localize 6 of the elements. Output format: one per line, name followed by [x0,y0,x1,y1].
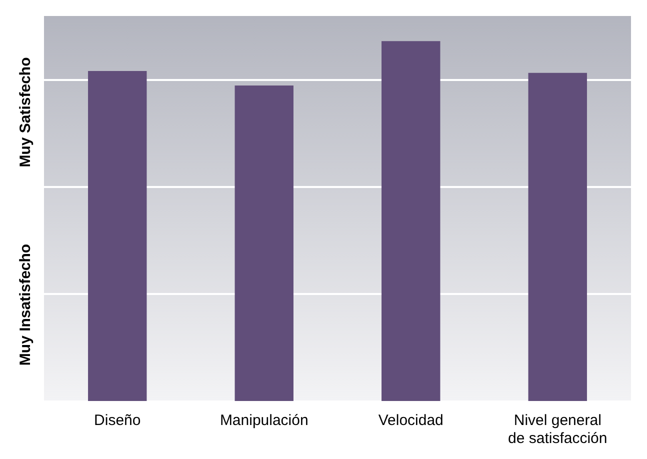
x-tick-label: Velocidad [378,412,444,430]
text: Muy Satisfecho [17,57,34,168]
x-tick-label: Manipulación [220,412,308,430]
text: Muy Insatisfecho [17,244,34,366]
x-tick-label: Diseño [94,412,141,430]
x-tick-label: Nivel general de satisfacción [508,412,608,448]
